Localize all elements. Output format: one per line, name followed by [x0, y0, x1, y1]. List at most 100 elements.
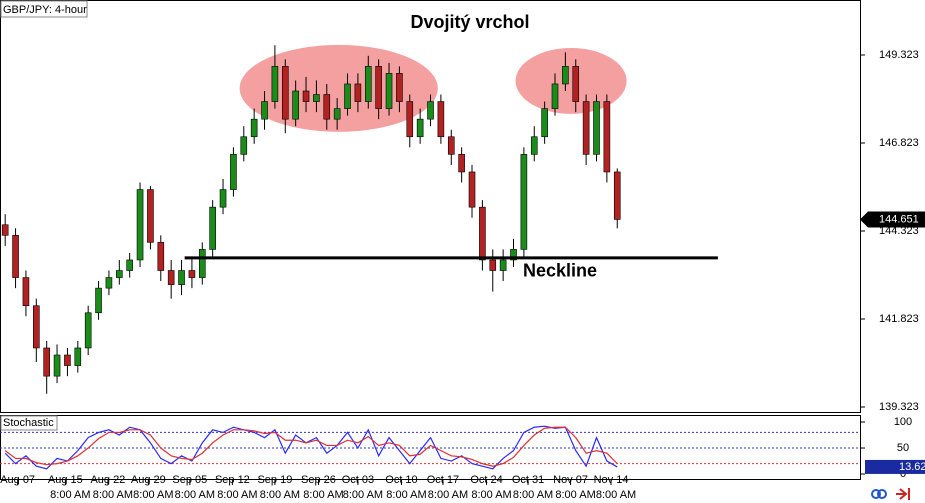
candle-body: [510, 249, 517, 261]
candle-body: [209, 206, 216, 250]
icon: [871, 489, 881, 499]
x-tick-label: Aug 07: [0, 474, 35, 486]
candle-body: [261, 101, 268, 120]
highlight: [515, 48, 627, 114]
candle-body: [613, 171, 621, 220]
y-tick-label: 144.323: [879, 225, 919, 237]
candle-body: [198, 249, 206, 278]
stochastic-line: [4, 426, 618, 467]
x-time-label: 8:00 AM: [175, 489, 215, 501]
current-value: 13.62: [899, 461, 925, 473]
x-time-label: 8:00 AM: [217, 489, 257, 501]
candle-body: [572, 66, 580, 102]
candle-body: [147, 189, 154, 243]
stochastic-line: [4, 425, 618, 470]
candle-body: [95, 287, 102, 314]
candle-body: [188, 270, 196, 278]
candle-body: [520, 154, 528, 250]
candle-body: [437, 101, 445, 138]
candle-body: [136, 189, 144, 261]
value-box: [865, 459, 925, 474]
candle-body: [582, 101, 590, 155]
x-time-label: 8:00 AM: [596, 489, 636, 501]
candle-body: [33, 305, 40, 349]
candle-body: [84, 312, 92, 349]
x-time-label: 8:00 AM: [260, 489, 300, 501]
neckline-label: Neckline: [523, 261, 597, 281]
x-time-label: 8:00 AM: [50, 489, 90, 501]
title-box: [0, 415, 58, 431]
candle-body: [603, 101, 611, 173]
stochastic-panel: [0, 415, 861, 480]
candle-body: [468, 171, 476, 208]
x-time-label: 8:00 AM: [428, 489, 468, 501]
x-tick-label: Oct 31: [512, 474, 544, 486]
x-time-label: 8:00 AM: [343, 489, 383, 501]
x-time-label: 8:00 AM: [386, 489, 426, 501]
candle-body: [489, 259, 497, 271]
x-time-label: 8:00 AM: [133, 489, 173, 501]
price-marker: [860, 211, 925, 228]
candle-body: [178, 270, 185, 285]
x-time-label: 8:00 AM: [513, 489, 553, 501]
candle-body: [541, 108, 548, 138]
candle-body: [12, 235, 19, 278]
chart-title: GBP/JPY: 4-hour: [3, 4, 87, 16]
candle-body: [281, 66, 289, 120]
candle-body: [74, 347, 82, 366]
candle-body: [230, 154, 237, 190]
y-tick-label: 139.323: [879, 401, 919, 413]
x-tick-label: Oct 17: [427, 474, 459, 486]
candle-body: [53, 354, 61, 377]
candle-body: [105, 277, 113, 289]
y-tick-label: 141.823: [879, 313, 919, 325]
price-panel: [0, 0, 861, 413]
candle-body: [219, 189, 227, 208]
candle-body: [323, 94, 331, 120]
candle-body: [157, 242, 165, 271]
candle-body: [22, 277, 30, 307]
candle-body: [416, 118, 424, 138]
x-tick-label: Sep 19: [257, 474, 292, 486]
candle-body: [593, 101, 600, 155]
candle-body: [375, 66, 382, 109]
candle-body: [302, 90, 310, 102]
x-tick-label: Sep 05: [172, 474, 207, 486]
candle-body: [344, 83, 351, 109]
candle-body: [447, 136, 455, 155]
x-tick-label: Aug 29: [131, 474, 166, 486]
candle-body: [385, 73, 393, 109]
x-tick-label: Oct 24: [470, 474, 502, 486]
candle-body: [167, 270, 175, 285]
y-tick-label: 146.823: [879, 137, 919, 149]
panel-title: Stochastic: [3, 417, 54, 429]
candle-body: [458, 154, 465, 173]
candle-body: [1, 224, 9, 236]
x-tick-label: Sep 26: [301, 474, 336, 486]
x-time-label: 8:00 AM: [93, 489, 133, 501]
candle-body: [562, 66, 569, 85]
candle-body: [43, 347, 50, 377]
y-tick-label: 50: [897, 442, 909, 454]
icon: [896, 488, 910, 500]
candle-body: [364, 66, 372, 102]
candle-body: [333, 108, 341, 120]
candle-body: [354, 83, 362, 102]
candle-body: [499, 259, 507, 271]
x-tick-label: Sep 12: [215, 474, 250, 486]
y-tick-label: 100: [894, 416, 912, 428]
x-tick-label: Nov 07: [553, 474, 588, 486]
x-tick-label: Oct 10: [385, 474, 417, 486]
title-box: [0, 0, 88, 18]
candle-body: [116, 270, 123, 278]
candle-body: [551, 83, 559, 109]
candle-body: [313, 94, 320, 102]
candle-body: [250, 118, 258, 138]
x-tick-label: Aug 22: [90, 474, 125, 486]
candle-body: [126, 259, 133, 271]
candle-body: [427, 101, 434, 120]
candle-body: [396, 73, 403, 102]
current-price: 144.651: [879, 213, 919, 225]
